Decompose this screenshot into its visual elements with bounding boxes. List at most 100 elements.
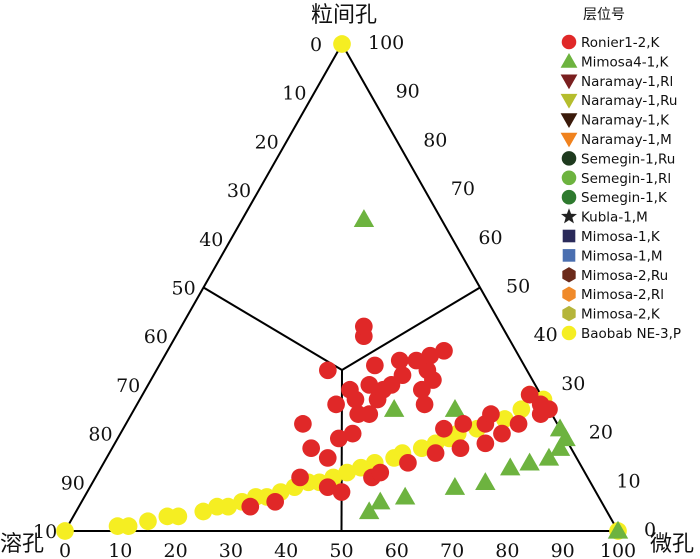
data-point — [169, 507, 188, 526]
top-vertex-label: 粒间孔 — [311, 3, 377, 28]
legend-label: Ronier1-2,K — [581, 35, 661, 51]
data-point — [194, 502, 213, 521]
legend-marker — [561, 170, 577, 186]
data-point — [332, 483, 351, 501]
legend-item: Kubla-1,M — [561, 208, 648, 226]
data-point — [383, 399, 405, 417]
legend-marker — [560, 74, 578, 90]
bottom-tick-label: 20 — [164, 540, 188, 559]
bottom-tick-label: 100 — [600, 540, 636, 559]
data-point — [360, 376, 379, 394]
legend-label: Mimosa-1,M — [581, 248, 663, 264]
bottom-tick-label: 50 — [329, 540, 353, 559]
left-tick-label: 10 — [282, 83, 306, 105]
legend-item: Mimosa-2,Ru — [562, 267, 668, 284]
legend-label: Semegin-1,Rl — [581, 171, 671, 187]
legend-item: Semegin-1,Rl — [561, 170, 671, 187]
series-ronier1-2-k — [241, 317, 558, 516]
legend-marker — [562, 229, 576, 243]
data-point — [435, 419, 453, 438]
data-point — [549, 438, 571, 456]
left-tick-label: 90 — [61, 472, 85, 494]
data-point — [407, 351, 426, 370]
data-point — [302, 439, 321, 458]
data-point — [444, 476, 466, 495]
legend-label: Mimosa-1,K — [581, 229, 661, 245]
legend-item: Mimosa-1,K — [562, 229, 661, 245]
legend-label: Naramay-1,Rl — [581, 74, 673, 90]
data-point — [493, 424, 511, 443]
legend-marker — [562, 267, 576, 283]
data-point — [366, 356, 384, 375]
legend-marker — [560, 93, 578, 109]
data-point — [318, 478, 337, 497]
data-point — [399, 453, 417, 472]
data-point — [444, 399, 466, 417]
legend-item: Naramay-1,Rl — [560, 74, 673, 90]
legend-item: Naramay-1,M — [560, 132, 672, 148]
left-vertex-label: 溶孔 — [0, 532, 44, 557]
data-point — [319, 361, 337, 380]
data-point — [371, 463, 390, 482]
data-point — [139, 512, 157, 531]
data-point — [426, 444, 445, 462]
legend-label: Naramay-1,Ru — [581, 93, 677, 109]
legend-label: Mimosa-2,K — [581, 307, 661, 323]
left-tick-label: 40 — [199, 229, 223, 251]
bottom-tick-label: 30 — [219, 540, 243, 559]
legend-marker — [562, 249, 576, 262]
legend-marker — [561, 34, 577, 50]
legend-item: Baobab NE-3,P — [561, 325, 681, 342]
legend-marker — [561, 189, 577, 205]
data-point — [219, 497, 237, 516]
bottom-tick-label: 60 — [385, 540, 409, 559]
left-tick-label: 0 — [310, 34, 322, 56]
legend-item: Ronier1-2,K — [561, 34, 661, 51]
data-point — [119, 517, 138, 535]
bottom-tick-label: 90 — [551, 540, 575, 559]
data-point — [358, 501, 380, 520]
bottom-tick-label: 40 — [274, 540, 298, 559]
data-point — [329, 429, 348, 448]
legend-marker — [562, 286, 576, 302]
data-point — [424, 371, 442, 389]
legend-item: Naramay-1,K — [560, 113, 670, 129]
data-point — [241, 497, 260, 516]
bottom-tick-label: 0 — [59, 540, 71, 559]
right-tick-label: 60 — [478, 227, 502, 249]
legend-label: Semegin-1,K — [581, 190, 668, 206]
legend-label: Kubla-1,M — [581, 210, 648, 226]
right-tick-label: 90 — [396, 81, 420, 103]
left-tick-label: 60 — [144, 326, 168, 348]
right-tick-label: 100 — [368, 32, 404, 54]
legend-title: 层位号 — [583, 7, 625, 23]
region-lines — [202, 286, 481, 532]
left-tick-label: 20 — [255, 131, 279, 153]
data-point — [476, 434, 495, 453]
data-point — [520, 385, 539, 404]
data-point — [390, 351, 409, 370]
data-point — [370, 491, 391, 510]
data-point — [435, 341, 453, 360]
data-point — [353, 209, 375, 227]
legend-label: Naramay-1,K — [581, 113, 670, 129]
data-point — [500, 457, 521, 476]
data-point — [538, 447, 560, 466]
bottom-midline — [340, 369, 343, 532]
data-point — [294, 415, 312, 433]
bottom-tick-label: 10 — [108, 540, 132, 559]
data-point — [555, 428, 576, 447]
data-point — [333, 35, 351, 53]
bottom-tick-label: 70 — [440, 540, 464, 559]
legend-item: Semegin-1,Ru — [561, 151, 675, 167]
data-point — [318, 449, 337, 467]
data-point — [607, 520, 629, 539]
data-point — [394, 486, 416, 505]
left-tick-label: 80 — [88, 424, 112, 446]
legend-label: Naramay-1,M — [581, 132, 672, 148]
left-tick-label: 30 — [227, 180, 251, 202]
legend-item: Mimosa-2,K — [562, 305, 661, 323]
legend-item: Mimosa-2,Rl — [562, 286, 664, 303]
data-point — [512, 400, 531, 419]
